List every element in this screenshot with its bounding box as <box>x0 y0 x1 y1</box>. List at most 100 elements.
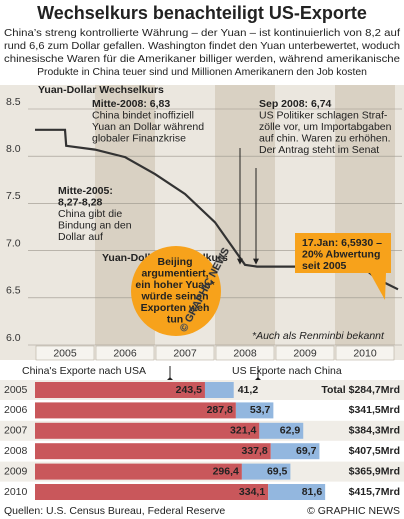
line-chart: 2005 2006 2007 2008 2009 2010 6.0 6.5 7.0 7.5 8.0 8… <box>0 84 404 361</box>
annotation-text: 20% Abwertung <box>302 248 380 260</box>
bar-segment <box>268 484 326 500</box>
x-tick-label: 2010 <box>353 347 377 359</box>
bar-segment <box>235 402 274 419</box>
x-tick-label: 2007 <box>173 347 197 359</box>
y-tick-label: 8.0 <box>6 143 21 155</box>
value-label: 296,4 <box>213 465 239 477</box>
bar-segment <box>35 463 242 480</box>
y-tick-label: 8.5 <box>6 96 21 108</box>
bar-segment <box>35 402 236 419</box>
year-label-box <box>335 345 395 361</box>
annotation-text: auf chin. Waren zu erhöhen. <box>259 132 391 144</box>
legend-label: US Exporte nach China <box>232 365 342 377</box>
annotation-text: Exporten weh <box>141 302 210 314</box>
annotation-text: globaler Finanzkrise <box>92 132 186 144</box>
annotation-text: Mitte-2008: 6,83 <box>92 98 170 110</box>
annotation-text: 17.Jan: 6,5930 – <box>302 237 382 249</box>
category-label: 2006 <box>4 404 28 416</box>
value-label: 53,7 <box>250 404 271 416</box>
category-label: 2010 <box>4 486 28 498</box>
annotation-text: ein hoher Yuan* <box>135 279 215 291</box>
category-label: 2008 <box>4 445 28 457</box>
total-label: $365,9Mrd <box>349 465 400 477</box>
annotation-text: *Auch als Renminbi bekannt <box>252 330 385 342</box>
annotation-text: China gibt die <box>58 208 122 220</box>
x-tick-label: 2009 <box>293 347 317 359</box>
value-label: 287,8 <box>207 404 233 416</box>
bar-segment <box>35 484 269 500</box>
subtitle-line: rund 6,6 zum Dollar gefallen. Washington… <box>4 41 400 52</box>
annotation-text: Sep 2008: 6,74 <box>259 98 332 110</box>
year-label-box <box>35 345 95 361</box>
category-label: 2005 <box>4 384 28 396</box>
annotation-text: China bindet inoffiziell <box>92 109 194 121</box>
y-tick-label: 6.5 <box>6 285 21 297</box>
total-label: $384,3Mrd <box>349 425 400 437</box>
value-label: 69,7 <box>296 445 317 457</box>
value-label: 62,9 <box>280 425 301 437</box>
total-label: $284,7Mrd <box>349 384 400 396</box>
category-label: 2007 <box>4 425 28 437</box>
source: Quellen: U.S. Census Bureau, Federal Res… <box>4 505 225 517</box>
total-label: $341,5Mrd <box>349 404 400 416</box>
total-label: $415,7Mrd <box>349 486 400 498</box>
year-band <box>335 85 395 345</box>
annotation-text: zölle vor, um Importabgaben <box>259 121 392 133</box>
value-label: 243,5 <box>176 384 202 396</box>
pointer-head <box>253 258 259 265</box>
annotation-text: Mitte-2005: <box>58 185 113 197</box>
bar-segment <box>204 382 234 398</box>
y-tick-label: 6.0 <box>6 332 21 344</box>
subtitle-line: China’s streng kontrollierte Währung – d… <box>4 28 400 39</box>
annotation-text: Beijing <box>157 256 192 268</box>
category-label: 2009 <box>4 465 28 477</box>
total-label: $407,5Mrd <box>349 445 400 457</box>
value-label: 321,4 <box>230 425 256 437</box>
subtitle-line: chinesische Waren für die Amerikaner bil… <box>4 54 400 65</box>
y-tick-label: 7.0 <box>6 237 21 249</box>
bar-segment <box>241 463 291 480</box>
annotation-circle <box>131 246 221 336</box>
value-label: 81,6 <box>302 486 323 498</box>
annotation-text: Der Antrag steht im Senat <box>259 144 379 156</box>
x-tick-label: 2005 <box>53 347 77 359</box>
annotation-text: würde seinen <box>140 290 208 302</box>
x-tick-label: 2006 <box>113 347 137 359</box>
annotation-text: seit 2005 <box>302 260 347 272</box>
bar-segment <box>270 443 320 460</box>
year-label-box <box>155 345 215 361</box>
value-label: 69,5 <box>267 465 288 477</box>
y-axis-label: Yuan-Dollar Wechselkurs <box>38 84 164 96</box>
annotation-text: Bindung an den <box>58 219 132 231</box>
value-label: 337,8 <box>242 445 268 457</box>
annotation-box-tail <box>370 273 386 300</box>
x-tick-label: 2008 <box>233 347 257 359</box>
bar-segment <box>35 382 205 398</box>
y-tick-label: 7.5 <box>6 190 21 202</box>
value-label: 334,1 <box>239 486 265 498</box>
annotation-text: tun <box>167 313 183 325</box>
year-band <box>275 85 335 345</box>
title: Wechselkurs benachteiligt US-Exporte <box>37 3 367 23</box>
year-label-box <box>275 345 335 361</box>
bar-segment <box>35 422 260 439</box>
total-prefix: Total <box>321 384 345 396</box>
annotation-text: US Politiker schlagen Straf- <box>259 109 388 121</box>
year-band <box>215 85 275 345</box>
credit: © GRAPHIC NEWS <box>307 505 400 517</box>
bar-segment <box>35 443 271 460</box>
annotation-box <box>295 233 391 273</box>
pointer-head <box>237 258 243 265</box>
bar-segment <box>259 422 304 439</box>
year-label-box <box>215 345 275 361</box>
year-band <box>35 85 95 345</box>
annotation-text: Dollar auf <box>58 231 103 243</box>
bar-chart: China's Exporte nach USA US Exporte nach … <box>0 365 404 502</box>
annotation-text: Yuan an Dollar während <box>92 121 204 133</box>
subtitle-line: Produkte in China teuer sind und Million… <box>37 67 367 78</box>
annotation-text: argumentiert, <box>141 267 208 279</box>
legend-label: China's Exporte nach USA <box>22 365 146 377</box>
year-label-box <box>95 345 155 361</box>
annotation-text: 8,27-8,28 <box>58 196 103 208</box>
